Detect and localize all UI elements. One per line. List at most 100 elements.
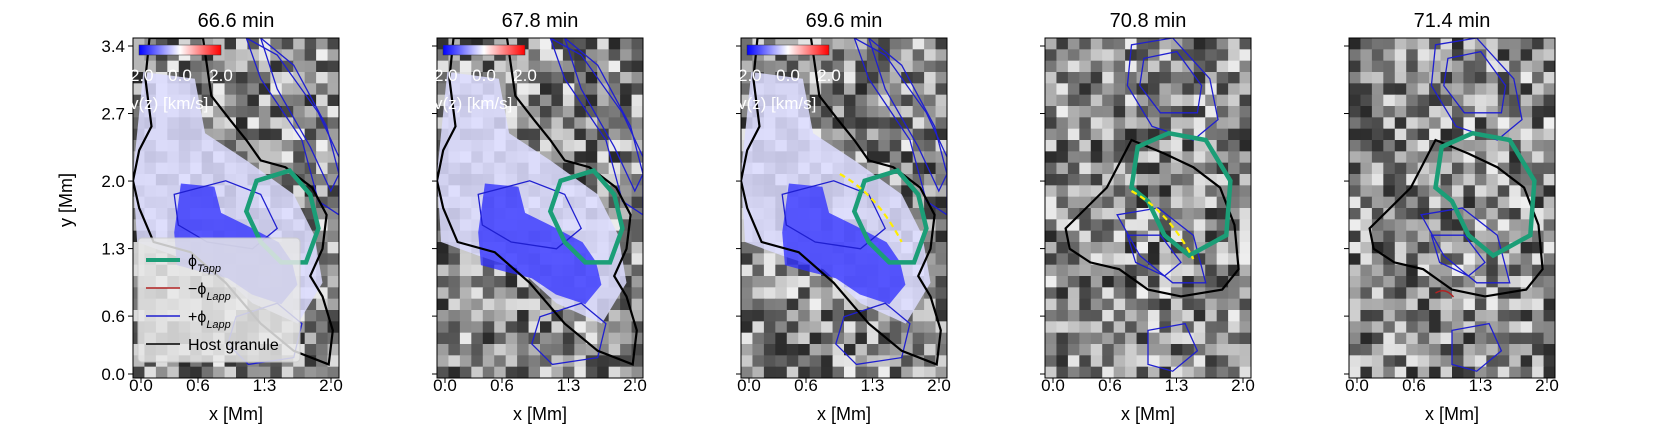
y-tick-label: 0.6 bbox=[101, 307, 125, 326]
colorbar-gradient bbox=[138, 44, 222, 56]
x-tick-label: 0.6 bbox=[490, 376, 514, 395]
panel-image-5 bbox=[1349, 38, 1555, 378]
x-tick-label: 0.0 bbox=[1345, 376, 1369, 395]
x-tick-label: 2.0 bbox=[927, 376, 951, 395]
x-tick-label: 1.3 bbox=[253, 376, 277, 395]
intensity-map bbox=[1045, 38, 1251, 378]
panel-frame bbox=[1044, 37, 1252, 379]
plus-phi-contour bbox=[1443, 50, 1507, 114]
colorbar-tick-label: -2.0 bbox=[124, 66, 153, 85]
y-tick-label: 2.7 bbox=[101, 105, 125, 124]
plus-phi-contour bbox=[564, 38, 643, 193]
panel-title: 66.6 min bbox=[198, 10, 275, 32]
y-tick-label: 0.0 bbox=[101, 365, 125, 384]
colorbar-tick-label: -2.0 bbox=[428, 66, 457, 85]
plus-phi-contour bbox=[260, 38, 339, 193]
colorbar-gradient bbox=[746, 44, 830, 56]
x-tick-label: 0.0 bbox=[737, 376, 761, 395]
panel-1: 66.6 min 0.0 0.6 1.3 2.0 x [Mm] 0.0 0.6 1.3 2.0 2.… bbox=[101, 10, 342, 424]
plus-phi-contour bbox=[781, 180, 887, 250]
x-axis-label: x [Mm] bbox=[1121, 404, 1175, 424]
y-tick-label: 3.4 bbox=[101, 37, 125, 56]
x-tick-label: 1.3 bbox=[861, 376, 885, 395]
panel-image-3 bbox=[741, 38, 947, 378]
panel-4: 70.8 min 0.0 0.6 1.3 2.0 x [Mm] bbox=[1040, 10, 1255, 424]
panel-2: 67.8 min 0.0 0.6 1.3 2.0 x [Mm] -2.0 0.0 2.0v(z)… bbox=[428, 10, 646, 424]
legend-box bbox=[137, 237, 301, 363]
colorbar-label: v(z) [km/s] bbox=[738, 94, 816, 113]
panel-title: 69.6 min bbox=[806, 10, 883, 32]
plus-phi-contour bbox=[853, 38, 947, 216]
colorbar-gradient bbox=[442, 44, 526, 56]
legend-entry: Host granule bbox=[188, 337, 279, 354]
plus-phi-contour bbox=[549, 38, 643, 216]
yellow-arc bbox=[1130, 190, 1195, 260]
colorbar-tick-label: -2.0 bbox=[732, 66, 761, 85]
panel-5: 71.4 min 0.0 0.6 1.3 2.0 x [Mm] bbox=[1344, 10, 1559, 424]
plus-phi-contour bbox=[1430, 38, 1523, 141]
plus-phi-contour bbox=[1116, 207, 1207, 284]
x-tick-label: 2.0 bbox=[1535, 376, 1559, 395]
plus-phi-contour bbox=[1126, 38, 1219, 141]
plus-phi-contour bbox=[477, 180, 583, 250]
y-tick-label: 1.3 bbox=[101, 240, 125, 259]
plus-phi-contour bbox=[1147, 322, 1199, 372]
host-granule-contour bbox=[741, 38, 942, 366]
y-axis-label: y [Mm] bbox=[56, 173, 76, 227]
colorbar-label: v(z) [km/s] bbox=[434, 94, 512, 113]
colorbar-tick-label: 2.0 bbox=[817, 66, 841, 85]
x-axis-label: x [Mm] bbox=[1425, 404, 1479, 424]
colorbar: -2.0 0.0 2.0v(z) [km/s] bbox=[428, 44, 537, 113]
x-axis-label: x [Mm] bbox=[513, 404, 567, 424]
x-tick-label: 0.6 bbox=[1402, 376, 1426, 395]
host-granule-contour bbox=[437, 38, 638, 366]
doppler-core bbox=[782, 183, 906, 305]
colorbar-tick-label: 0.0 bbox=[776, 66, 800, 85]
plus-phi-contour bbox=[531, 302, 607, 366]
phi-tapp-contour bbox=[1129, 130, 1233, 259]
colorbar-label: v(z) [km/s] bbox=[130, 94, 208, 113]
panel-frame bbox=[1348, 37, 1556, 379]
plus-phi-contour bbox=[868, 38, 947, 193]
panel-title: 71.4 min bbox=[1414, 10, 1491, 32]
colorbar-tick-label: 0.0 bbox=[168, 66, 192, 85]
phi-tapp-contour bbox=[851, 168, 929, 265]
x-tick-label: 1.3 bbox=[1165, 376, 1189, 395]
phi-tapp-contour bbox=[243, 168, 321, 265]
panel-frame bbox=[740, 37, 948, 379]
panel-title: 67.8 min bbox=[502, 10, 579, 32]
x-tick-label: 0.0 bbox=[1041, 376, 1065, 395]
plus-phi-contour bbox=[835, 302, 911, 366]
plus-phi-contour bbox=[245, 38, 339, 216]
x-tick-label: 0.6 bbox=[186, 376, 210, 395]
panel-frame bbox=[132, 37, 340, 379]
yellow-arc bbox=[839, 173, 903, 243]
host-granule-contour bbox=[133, 38, 334, 366]
panel-title: 70.8 min bbox=[1110, 10, 1187, 32]
panel-image-2 bbox=[437, 38, 643, 378]
colorbar-tick-label: 2.0 bbox=[513, 66, 537, 85]
colorbar: -2.0 0.0 2.0v(z) [km/s] bbox=[124, 44, 233, 113]
x-tick-label: 2.0 bbox=[1231, 376, 1255, 395]
plus-phi-contour bbox=[1139, 50, 1203, 114]
plus-phi-contour bbox=[1430, 234, 1486, 277]
colorbar: -2.0 0.0 2.0v(z) [km/s] bbox=[732, 44, 841, 113]
x-tick-label: 0.0 bbox=[433, 376, 457, 395]
minus-phi-contour bbox=[1435, 290, 1455, 298]
panel-frame bbox=[436, 37, 644, 379]
phi-tapp-contour bbox=[547, 168, 625, 265]
y-tick-label: 2.0 bbox=[101, 172, 125, 191]
x-tick-label: 0.0 bbox=[129, 376, 153, 395]
doppler-core bbox=[478, 183, 602, 305]
legend-entry: ϕTapp bbox=[188, 253, 221, 275]
x-tick-label: 2.0 bbox=[623, 376, 647, 395]
panel-image-4 bbox=[1045, 38, 1251, 378]
phi-tapp-contour bbox=[1433, 130, 1537, 259]
x-axis-label: x [Mm] bbox=[817, 404, 871, 424]
x-tick-label: 2.0 bbox=[319, 376, 343, 395]
x-axis-label: x [Mm] bbox=[209, 404, 263, 424]
colorbar-tick-label: 2.0 bbox=[209, 66, 233, 85]
x-tick-label: 1.3 bbox=[557, 376, 581, 395]
